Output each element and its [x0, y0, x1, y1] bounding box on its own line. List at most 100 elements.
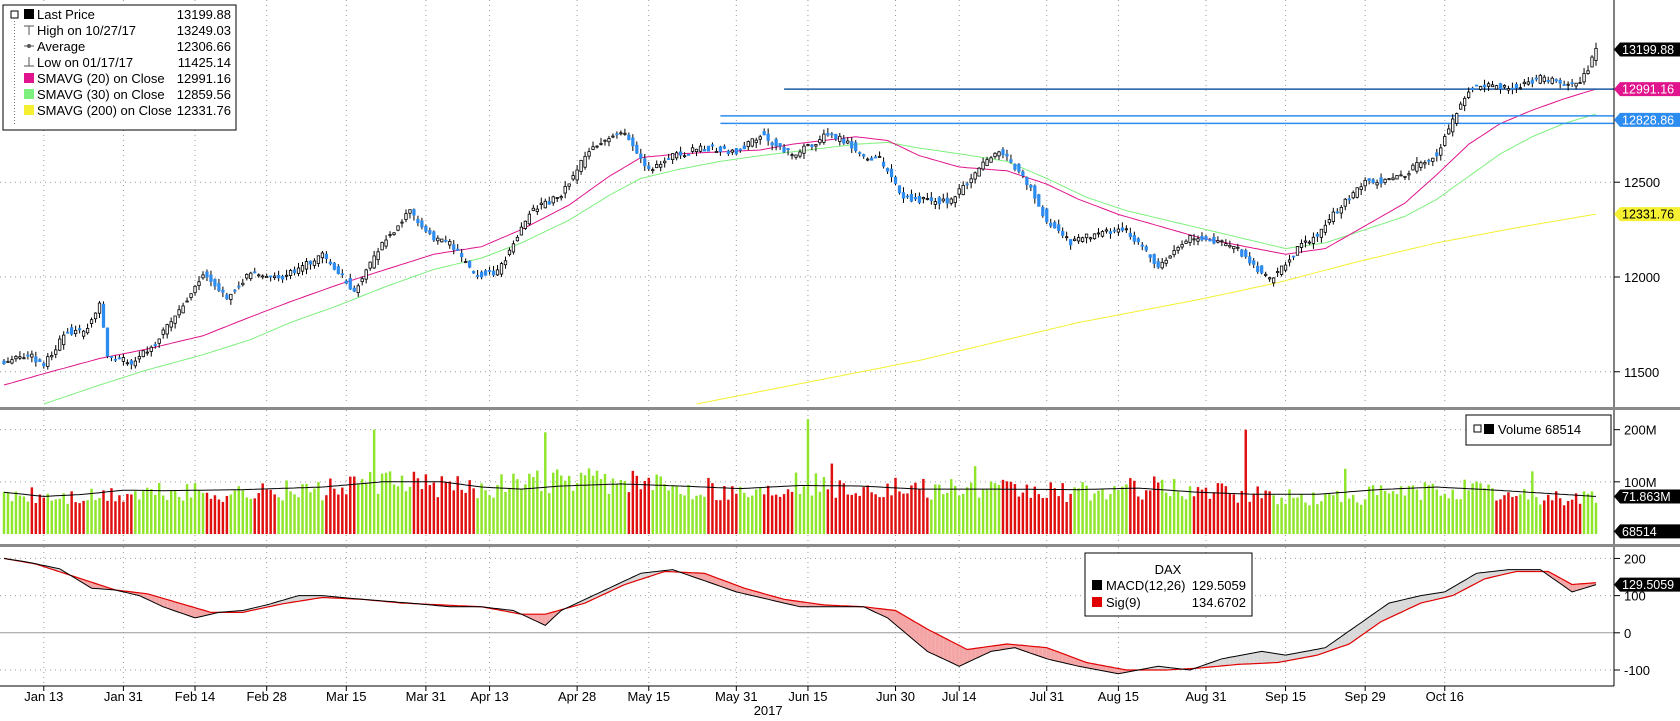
volume-bar: [926, 497, 929, 534]
candle-body: [257, 274, 261, 277]
macd-fill-segment: [163, 598, 168, 609]
candle-body: [1490, 84, 1495, 88]
macd-fill-segment: [616, 582, 621, 589]
candle-body: [806, 144, 810, 146]
macd-fill-segment: [1094, 664, 1099, 670]
candle-body: [404, 213, 408, 220]
macd-fill-segment: [744, 588, 749, 595]
candle-body: [265, 275, 269, 279]
legend-low-marker: [24, 57, 34, 67]
candle-body: [1355, 187, 1359, 198]
volume-bar: [1383, 490, 1387, 534]
candle-body: [1029, 184, 1033, 188]
candle-body: [555, 197, 559, 199]
candle-body: [917, 195, 922, 203]
candle-body: [368, 261, 372, 269]
candle-body: [770, 142, 774, 146]
volume-bar: [508, 487, 511, 534]
volume-bar: [1160, 479, 1164, 534]
volume-bar: [806, 419, 810, 534]
macd-fill-segment: [1030, 646, 1035, 655]
volume-bar: [329, 478, 332, 534]
volume-bar: [456, 476, 459, 534]
volume-bar: [472, 488, 475, 534]
macd-fill-segment: [1010, 644, 1015, 649]
volume-bar: [1272, 495, 1275, 534]
volume-bar: [1208, 498, 1212, 534]
candle-body: [173, 315, 177, 324]
candle-body: [527, 213, 531, 225]
volume-bar: [1252, 493, 1255, 534]
candle-body: [316, 255, 321, 264]
candle-body: [1045, 208, 1049, 223]
macd-fill-segment: [1257, 651, 1262, 664]
candle-body: [328, 261, 332, 265]
volume-bar: [1487, 484, 1490, 534]
macd-fill-segment: [1325, 644, 1330, 653]
volume-bar: [1363, 499, 1367, 534]
candle-body: [1455, 113, 1459, 124]
candle-body: [1478, 86, 1483, 90]
volume-bar: [436, 497, 440, 534]
volume-bar: [1176, 491, 1180, 534]
macd-fill-segment: [1468, 575, 1473, 588]
candle-body: [1088, 237, 1093, 240]
candle-body: [280, 275, 285, 280]
volume-bar: [731, 486, 734, 534]
volume-bar: [961, 493, 965, 534]
macd-fill-segment: [752, 590, 757, 597]
volume-bar: [878, 497, 881, 534]
volume-bar: [1312, 492, 1315, 534]
volume-bar: [106, 500, 109, 534]
macd-fill-segment: [183, 604, 188, 616]
candle-body: [1252, 260, 1256, 265]
volume-value-tag-text: 71.863M: [1622, 490, 1671, 504]
macd-fill-segment: [927, 629, 932, 654]
candle-body: [1443, 136, 1447, 146]
volume-bar: [360, 479, 364, 534]
candle-body: [153, 344, 157, 347]
candle-body: [1148, 254, 1152, 258]
volume-bar: [977, 497, 981, 534]
volume-bar: [289, 491, 292, 534]
volume-bar: [333, 488, 336, 534]
candle-body: [348, 278, 352, 290]
volume-bar: [1527, 499, 1530, 534]
volume-bar: [1240, 490, 1244, 534]
volume-bar: [1021, 492, 1025, 534]
macd-fill-segment: [529, 614, 534, 620]
volume-bar: [110, 488, 113, 534]
legend-collapse-icon[interactable]: [10, 10, 19, 19]
volume-bar: [930, 499, 933, 534]
volume-bar: [1499, 499, 1502, 534]
volume-bar: [181, 500, 185, 534]
candle-body: [1271, 277, 1276, 284]
volume-bar: [428, 485, 432, 534]
volume-legend-label: Volume: [1498, 422, 1541, 437]
volume-bar: [1355, 502, 1359, 534]
macd-fill-segment: [302, 595, 307, 601]
volume-bar: [1387, 493, 1391, 534]
volume-bar: [850, 494, 853, 534]
volume-bar: [297, 497, 300, 534]
candle-body: [396, 225, 400, 231]
candle-body: [726, 150, 730, 155]
candle-body: [567, 183, 571, 187]
volume-bar: [989, 481, 993, 534]
candle-body: [141, 350, 145, 358]
volume-legend-expand-icon[interactable]: [1473, 424, 1482, 433]
macd-fill-segment: [1484, 571, 1489, 579]
candle-body: [1264, 273, 1268, 276]
candle-body: [1423, 162, 1427, 165]
candle-body: [1283, 264, 1288, 271]
macd-fill-segment: [1237, 655, 1242, 665]
volume-bar: [1141, 499, 1144, 534]
price-tags: 13199.88 12991.16 12828.86 12331.76: [1614, 42, 1680, 222]
macd-fill-segment: [796, 601, 800, 607]
candle-body: [937, 197, 941, 205]
candle-body: [372, 255, 376, 269]
volume-bar: [1188, 486, 1192, 534]
macd-fill-segment: [1158, 666, 1163, 670]
volume-bar: [1097, 490, 1100, 534]
candle-body: [229, 293, 233, 300]
